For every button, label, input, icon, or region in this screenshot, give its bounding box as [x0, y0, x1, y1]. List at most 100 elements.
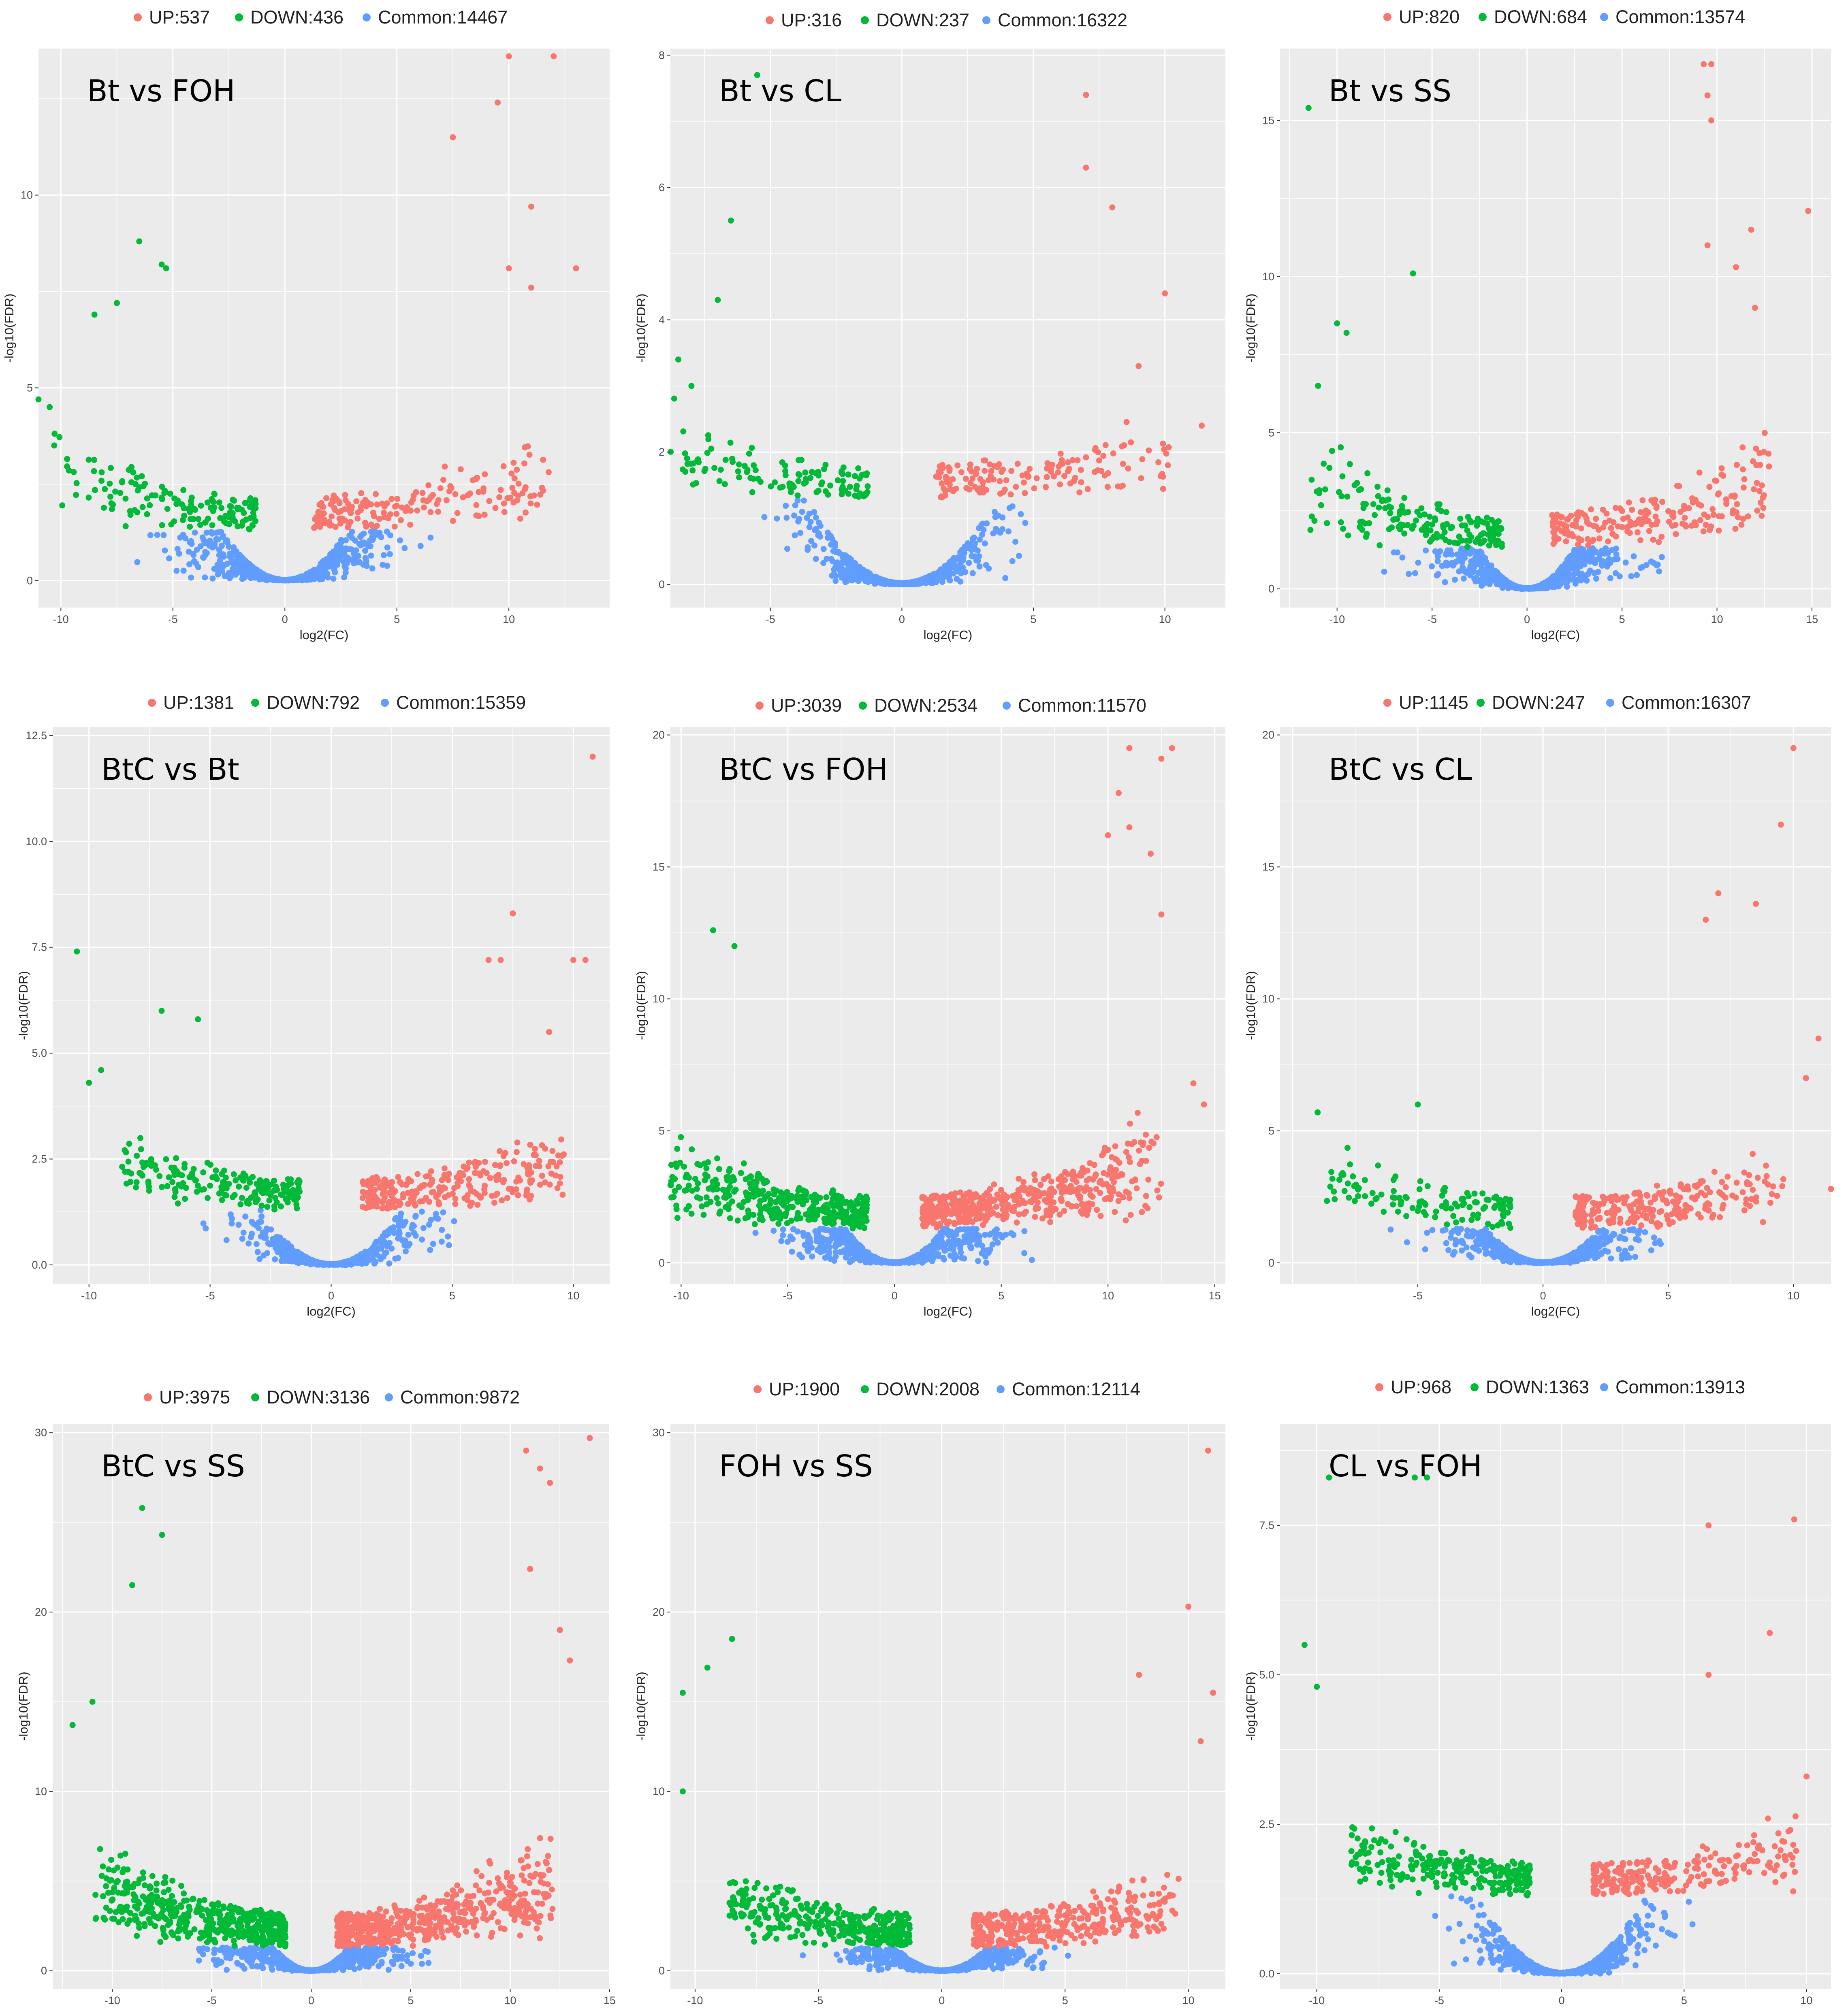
y-tick-label: 5.0	[32, 1047, 47, 1059]
up-point	[1698, 502, 1704, 509]
down-point	[671, 395, 677, 402]
down-point	[834, 477, 841, 484]
up-point	[1739, 444, 1746, 451]
down-point	[1484, 520, 1490, 527]
common-point	[1454, 551, 1460, 558]
down-point	[1387, 510, 1393, 516]
common-point	[236, 553, 242, 559]
down-point	[795, 478, 802, 484]
common-point	[264, 1250, 271, 1256]
up-point	[499, 1197, 505, 1203]
up-point	[1709, 506, 1716, 512]
y-tick-label: 12.5	[26, 729, 47, 742]
legend-label-common: Common:14467	[378, 7, 508, 28]
up-point	[963, 485, 970, 491]
common-point	[247, 573, 253, 579]
down-point	[813, 489, 820, 495]
down-point	[246, 1176, 253, 1183]
common-point	[180, 567, 187, 574]
up-point	[506, 53, 512, 60]
up-point	[513, 1149, 520, 1155]
common-point	[1648, 558, 1654, 565]
up-point	[500, 463, 507, 469]
up-point	[364, 499, 371, 505]
common-point	[815, 532, 822, 538]
up-point	[1708, 61, 1715, 67]
down-point	[178, 1183, 185, 1190]
up-point	[979, 484, 986, 491]
down-point	[107, 480, 113, 487]
common-point	[345, 1258, 352, 1265]
down-point	[172, 1186, 178, 1192]
down-point	[1340, 526, 1346, 532]
up-point	[420, 497, 427, 503]
down-point	[819, 479, 825, 486]
down-point	[768, 483, 774, 490]
up-point	[1701, 61, 1707, 67]
common-point	[200, 1220, 207, 1227]
up-point	[1672, 522, 1679, 528]
down-point	[715, 297, 721, 303]
up-point	[1759, 482, 1765, 488]
common-point	[792, 502, 798, 509]
down-point	[180, 487, 187, 493]
up-point	[1014, 461, 1021, 467]
y-tick-label: 0	[659, 578, 665, 591]
common-point	[804, 544, 811, 550]
common-point	[1475, 552, 1481, 559]
common-point	[1616, 573, 1623, 580]
down-point	[1486, 542, 1492, 549]
up-point	[1732, 526, 1739, 532]
common-point	[851, 564, 857, 571]
down-point	[746, 450, 752, 457]
up-point	[421, 504, 427, 511]
down-point	[827, 482, 834, 489]
common-point	[326, 563, 332, 570]
common-point	[440, 1209, 446, 1216]
common-point	[1423, 547, 1429, 554]
down-point	[134, 509, 141, 516]
common-point	[433, 1211, 439, 1217]
down-point	[252, 1189, 258, 1196]
down-point	[1498, 540, 1505, 547]
up-point	[385, 1203, 391, 1209]
common-point	[322, 1261, 328, 1268]
common-point	[752, 1230, 759, 1236]
common-point	[226, 570, 232, 576]
legend-key-up	[766, 16, 774, 24]
up-point	[429, 1179, 435, 1186]
up-point	[1665, 508, 1671, 514]
down-point	[788, 489, 794, 495]
legend-key-down	[1479, 13, 1487, 21]
down-point	[211, 491, 218, 497]
common-point	[1630, 553, 1637, 560]
down-point	[197, 522, 203, 528]
up-point	[532, 1146, 538, 1152]
up-point	[332, 524, 339, 530]
common-point	[199, 534, 206, 541]
common-point	[356, 541, 363, 547]
up-point	[555, 1152, 561, 1159]
y-tick-label: 10	[1262, 271, 1274, 283]
down-point	[1389, 524, 1395, 531]
up-point	[373, 491, 379, 497]
up-point	[436, 1201, 442, 1207]
common-point	[1598, 561, 1605, 567]
down-point	[136, 238, 143, 245]
down-point	[153, 1167, 159, 1173]
common-point	[147, 532, 154, 538]
down-point	[91, 311, 98, 318]
up-point	[1057, 450, 1064, 457]
common-point	[330, 548, 337, 555]
common-point	[371, 1260, 378, 1267]
legend-label-up: UP:820	[1399, 6, 1460, 27]
down-point	[1427, 538, 1433, 545]
down-point	[1472, 538, 1479, 545]
down-point	[128, 1170, 134, 1177]
common-point	[344, 560, 350, 567]
legend-key-up	[1383, 13, 1391, 21]
up-point	[1074, 457, 1081, 463]
common-point	[330, 576, 337, 582]
common-point	[274, 1235, 280, 1241]
